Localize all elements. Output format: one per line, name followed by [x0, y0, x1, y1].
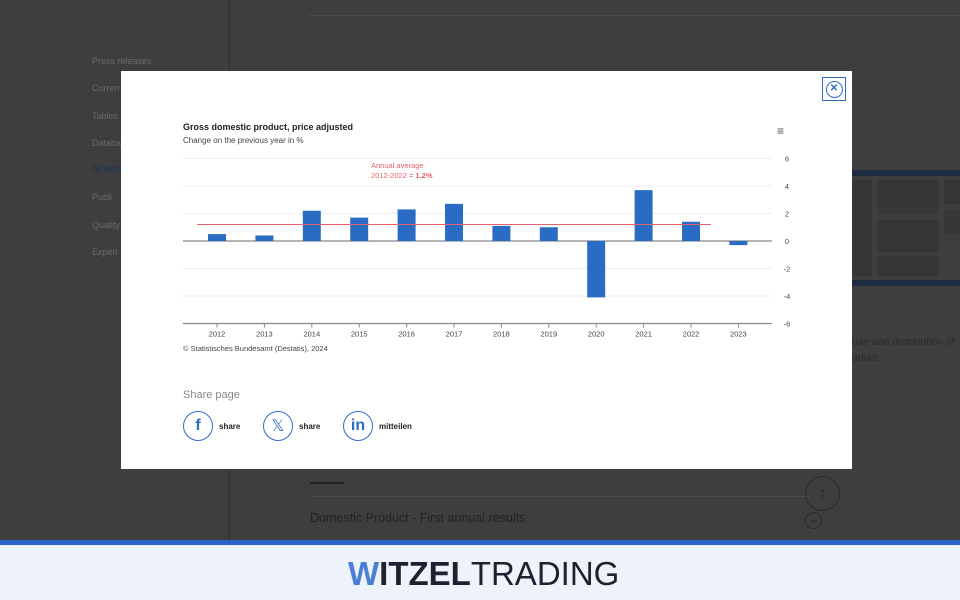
share-linkedin-button[interactable]: in mitteilen	[343, 411, 412, 441]
background-text: use and distribution of oduct	[852, 336, 955, 364]
close-icon: ✕	[825, 80, 843, 98]
bar-2021	[634, 190, 653, 241]
top-box	[308, 0, 960, 16]
chart-modal: ✕ Gross domestic product, price adjusted…	[121, 71, 852, 469]
bar-2020	[587, 241, 606, 298]
y-tick-label: 2	[785, 210, 789, 219]
bar-2015	[350, 217, 369, 241]
share-facebook-button[interactable]: f share	[183, 411, 240, 441]
logo-light-text: TRADING	[470, 555, 620, 592]
x-tick-label: 2020	[588, 330, 605, 339]
bar-2016	[397, 209, 416, 241]
scroll-to-top-button[interactable]: ↑	[805, 476, 840, 511]
expand-plus-icon[interactable]: +	[805, 512, 822, 529]
bar-2023	[729, 241, 748, 246]
y-tick-label: -2	[784, 265, 791, 274]
sidebar-item-active[interactable]: Graph	[92, 164, 122, 176]
background-thumbnail	[852, 170, 960, 286]
x-tick-label: 2016	[398, 330, 415, 339]
x-tick-label: 2017	[446, 330, 463, 339]
sidebar-item[interactable]: Quality	[92, 219, 121, 230]
sidebar-item[interactable]: Curren	[92, 83, 120, 94]
close-button[interactable]: ✕	[822, 77, 846, 101]
facebook-icon: f	[183, 411, 213, 441]
bar-2017	[445, 203, 463, 241]
y-tick-label: 0	[785, 237, 789, 246]
chart-title: Gross domestic product, price adjusted	[183, 122, 354, 132]
accordion-item[interactable]: Domestic Product - First annual results	[310, 511, 526, 525]
share-heading: Share page	[183, 389, 240, 401]
footer-banner: WITZELTRADING	[0, 540, 960, 600]
sidebar-nav: Press releases Curren Tables Databa Grap…	[92, 52, 152, 270]
average-label-line1: Annual average	[371, 161, 424, 170]
x-tick-label: 2012	[209, 330, 226, 339]
bar-chart: 6 4 2 0 -2 -4 -6 2012 2013 2014 2015 2016 2017 2018 20…	[183, 155, 791, 339]
witzeltrading-logo: WITZELTRADING	[348, 555, 620, 592]
bar-2014	[302, 210, 321, 241]
average-value: 1.2%	[415, 171, 432, 180]
x-icon: 𝕏	[263, 411, 293, 441]
x-tick-label: 2014	[303, 330, 320, 339]
sidebar-item[interactable]: Experi	[92, 247, 118, 258]
x-tick-label: 2023	[730, 330, 747, 339]
y-tick-label: -6	[784, 320, 791, 329]
x-tick-label: 2013	[256, 330, 273, 339]
x-tick-label: 2015	[351, 330, 368, 339]
sidebar-item[interactable]: Tables	[92, 110, 119, 121]
sidebar-item[interactable]: Publi	[92, 192, 113, 203]
bar-2022	[682, 221, 700, 241]
share-x-button[interactable]: 𝕏 share	[263, 411, 320, 441]
bar-2013	[255, 235, 274, 241]
logo-bold-text: ITZEL	[379, 555, 471, 592]
average-label-line2: 2012-2022 = 1.2%	[371, 171, 433, 180]
x-tick-label: 2021	[635, 330, 652, 339]
y-tick-label: 6	[785, 155, 789, 164]
x-tick-label: 2018	[493, 330, 510, 339]
bar-2012	[208, 234, 226, 241]
chart-subtitle: Change on the previous year in %	[183, 136, 304, 145]
y-tick-label: -4	[784, 292, 791, 301]
x-tick-label: 2022	[683, 330, 700, 339]
x-tick-label: 2019	[540, 330, 557, 339]
chart-menu-hamburger-icon[interactable]: ≡	[777, 124, 785, 138]
sidebar-item[interactable]: Press releases	[92, 56, 152, 66]
chart-credit: © Statistisches Bundesamt (Destatis), 20…	[183, 344, 328, 353]
linkedin-icon: in	[343, 411, 373, 441]
sidebar-item[interactable]: Databa	[92, 137, 122, 148]
y-tick-label: 4	[785, 182, 789, 191]
bar-2019	[539, 227, 558, 241]
accordion-marker	[310, 482, 344, 484]
accordion-divider	[310, 496, 810, 497]
bar-2018	[492, 225, 511, 241]
